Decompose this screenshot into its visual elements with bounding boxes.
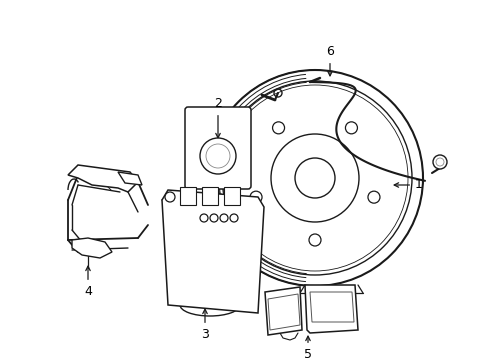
Polygon shape xyxy=(305,285,357,333)
Circle shape xyxy=(205,144,229,168)
Polygon shape xyxy=(118,172,142,185)
Text: 5: 5 xyxy=(304,336,311,360)
Text: 3: 3 xyxy=(201,309,208,341)
Bar xyxy=(224,187,240,205)
Circle shape xyxy=(164,192,175,202)
Polygon shape xyxy=(264,287,302,335)
Circle shape xyxy=(200,214,207,222)
Polygon shape xyxy=(68,165,138,192)
Text: 6: 6 xyxy=(325,45,333,76)
Polygon shape xyxy=(72,238,112,258)
Bar xyxy=(202,187,218,205)
Circle shape xyxy=(435,158,443,166)
Text: 2: 2 xyxy=(214,97,222,138)
Circle shape xyxy=(294,158,334,198)
Circle shape xyxy=(272,122,284,134)
Polygon shape xyxy=(309,292,353,322)
Circle shape xyxy=(200,138,236,174)
Text: 1: 1 xyxy=(393,179,422,192)
Bar xyxy=(180,187,196,205)
Polygon shape xyxy=(162,190,264,313)
Circle shape xyxy=(432,155,446,169)
Polygon shape xyxy=(267,294,299,330)
Circle shape xyxy=(229,214,238,222)
Circle shape xyxy=(308,234,320,246)
Circle shape xyxy=(345,122,357,134)
Circle shape xyxy=(209,214,218,222)
Circle shape xyxy=(220,214,227,222)
Text: 4: 4 xyxy=(84,266,92,298)
Circle shape xyxy=(367,191,379,203)
Circle shape xyxy=(249,191,262,203)
FancyBboxPatch shape xyxy=(184,107,250,189)
